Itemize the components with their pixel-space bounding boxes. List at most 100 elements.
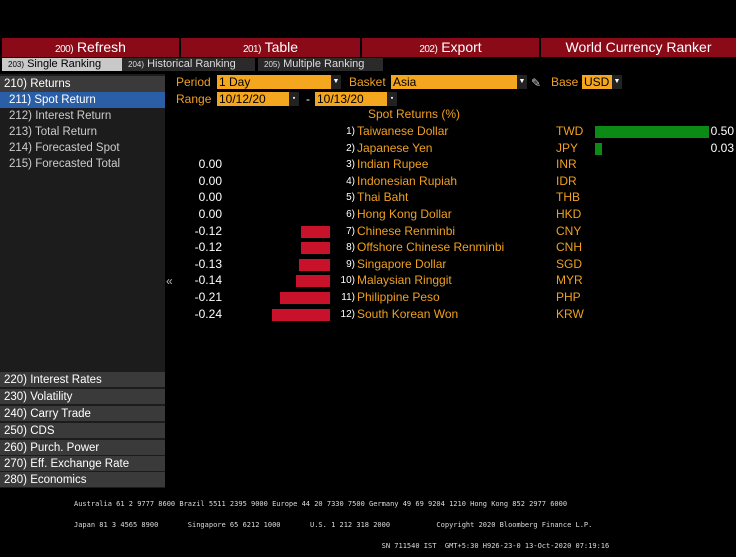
range-from-input[interactable]: 10/12/20 ▪ — [217, 92, 299, 106]
table-header: Spot Returns (%) — [368, 107, 461, 121]
footer-line: SN 711540 IST GMT+5:30 H926-23-0 13-Oct-… — [74, 542, 610, 550]
export-label: Export — [441, 39, 482, 55]
currency-code: KRW — [556, 306, 584, 321]
rank-number: 8) — [346, 242, 355, 254]
tab-label: Historical Ranking — [147, 58, 236, 70]
sidebar-item-eff-exchange-rate[interactable]: 270) Eff. Exchange Rate — [0, 456, 165, 472]
refresh-button[interactable]: 200) Refresh — [2, 38, 179, 57]
bar-negative — [296, 275, 330, 288]
refresh-label: Refresh — [76, 39, 126, 55]
tab-label: Single Ranking — [27, 58, 102, 70]
sidebar-item-cds[interactable]: 250) CDS — [0, 423, 165, 439]
tab-historical-ranking[interactable]: 204) Historical Ranking — [122, 58, 255, 71]
currency-code: MYR — [556, 273, 583, 288]
rank-number: 4) — [346, 175, 355, 187]
currency-name: Malaysian Ringgit — [357, 273, 452, 288]
table-row[interactable]: -0.14 10) Malaysian Ringgit MYR — [172, 273, 736, 289]
table-row[interactable]: 0.00 3) Indian Rupee INR — [172, 157, 736, 173]
currency-name: Japanese Yen — [357, 140, 433, 155]
table-row[interactable]: 0.50 1) Taiwanese Dollar TWD — [172, 124, 736, 140]
footer-line: Australia 61 2 9777 8600 Brazil 5511 239… — [74, 500, 568, 508]
sidebar-item-returns[interactable]: 210) Returns — [0, 76, 165, 92]
sidebar-item-interest-return[interactable]: 212) Interest Return — [9, 110, 112, 122]
sidebar-item-economics[interactable]: 280) Economics — [0, 472, 165, 488]
rank-number: 11) — [341, 292, 355, 303]
chevron-down-icon[interactable]: ▼ — [517, 75, 527, 89]
rank-number: 5) — [346, 192, 355, 204]
sidebar-item-interest-rates[interactable]: 220) Interest Rates — [0, 372, 165, 388]
export-button[interactable]: 202) Export — [362, 38, 539, 57]
tab-multiple-ranking[interactable]: 205) Multiple Ranking — [258, 58, 383, 71]
currency-code: THB — [556, 190, 580, 205]
footer-line: Japan 81 3 4565 8900 Singapore 65 6212 1… — [74, 521, 593, 529]
calendar-icon[interactable]: ▪ — [289, 92, 299, 106]
range-to-input[interactable]: 10/13/20 ▪ — [315, 92, 397, 106]
table-row[interactable]: 0.00 4) Indonesian Rupiah IDR — [172, 174, 736, 190]
sidebar-item-forecasted-total[interactable]: 215) Forecasted Total — [9, 158, 121, 170]
basket-select[interactable]: Asia ▼ — [391, 75, 527, 89]
tab-single-ranking[interactable]: 203) Single Ranking — [2, 58, 122, 71]
return-value: -0.24 — [194, 306, 222, 321]
sidebar-item-forecasted-spot[interactable]: 214) Forecasted Spot — [9, 142, 120, 154]
tab-number: 203) — [8, 60, 25, 69]
bar-positive — [595, 126, 709, 138]
currency-name: Taiwanese Dollar — [357, 124, 449, 138]
calendar-icon[interactable]: ▪ — [387, 92, 397, 106]
currency-name: Offshore Chinese Renminbi — [357, 240, 505, 255]
range-to-value: 10/13/20 — [317, 92, 364, 106]
currency-code: IDR — [556, 173, 577, 188]
return-value: 0.50 — [710, 124, 734, 138]
table-row[interactable]: -0.24 12) South Korean Won KRW — [172, 307, 736, 323]
collapse-sidebar-icon[interactable]: « — [166, 274, 173, 288]
tab-number: 204) — [128, 60, 145, 69]
export-number: 202) — [419, 44, 438, 55]
sidebar-item-volatility[interactable]: 230) Volatility — [0, 389, 165, 405]
table-row[interactable]: -0.21 11) Philippine Peso PHP — [172, 290, 736, 306]
return-value: 0.00 — [198, 207, 222, 221]
chevron-down-icon[interactable]: ▼ — [612, 75, 622, 89]
sidebar-item-carry-trade[interactable]: 240) Carry Trade — [0, 406, 165, 422]
tab-bar: 203) Single Ranking 204) Historical Rank… — [0, 58, 736, 72]
table-label: Table — [264, 39, 299, 55]
rank-number: 12) — [340, 308, 355, 320]
rank-number: 1) — [346, 126, 355, 137]
table-row[interactable]: -0.12 8) Offshore Chinese Renminbi CNH — [172, 240, 736, 256]
currency-name: Thai Baht — [357, 190, 409, 205]
currency-code: INR — [556, 157, 577, 172]
tab-number: 205) — [264, 60, 281, 69]
return-value: 0.00 — [198, 190, 222, 205]
currency-name: Philippine Peso — [357, 290, 440, 304]
return-value: -0.13 — [194, 256, 222, 271]
return-value: -0.12 — [194, 223, 222, 238]
return-value: 0.00 — [198, 173, 222, 188]
table-number: 201) — [242, 44, 262, 55]
rank-number: 7) — [346, 225, 355, 237]
currency-name: Indonesian Rupiah — [357, 173, 458, 188]
currency-name: Singapore Dollar — [357, 256, 447, 271]
base-select[interactable]: USD ▼ — [582, 75, 622, 89]
currency-code: PHP — [556, 290, 581, 304]
footer: Australia 61 2 9777 8600 Brazil 5511 239… — [74, 487, 734, 557]
table-row[interactable]: 0.00 6) Hong Kong Dollar HKD — [172, 207, 736, 223]
base-label: Base — [551, 75, 579, 89]
currency-name: Chinese Renminbi — [357, 223, 456, 238]
pencil-icon[interactable]: ✎ — [531, 76, 542, 90]
table-row[interactable]: 0.00 5) Thai Baht THB — [172, 190, 736, 206]
table-row[interactable]: -0.12 7) Chinese Renminbi CNY — [172, 224, 736, 240]
rank-number: 2) — [346, 142, 355, 154]
table-row[interactable]: -0.13 9) Singapore Dollar SGD — [172, 257, 736, 273]
rank-number: 3) — [346, 159, 355, 171]
table-button[interactable]: 201) Table — [181, 38, 360, 57]
rank-number: 6) — [346, 209, 355, 220]
return-value: 0.03 — [710, 140, 734, 155]
currency-code: CNH — [556, 240, 582, 255]
sidebar-item-purch-power[interactable]: 260) Purch. Power — [0, 440, 165, 456]
period-select[interactable]: 1 Day ▼ — [217, 75, 341, 89]
chevron-down-icon[interactable]: ▼ — [331, 75, 341, 89]
range-label: Range — [176, 92, 212, 106]
sidebar-item-total-return[interactable]: 213) Total Return — [9, 126, 98, 138]
sidebar-item-spot-return[interactable]: 211) Spot Return — [0, 92, 165, 108]
table-row[interactable]: 0.03 2) Japanese Yen JPY — [172, 141, 736, 157]
basket-value: Asia — [393, 75, 417, 89]
currency-code: CNY — [556, 223, 582, 238]
